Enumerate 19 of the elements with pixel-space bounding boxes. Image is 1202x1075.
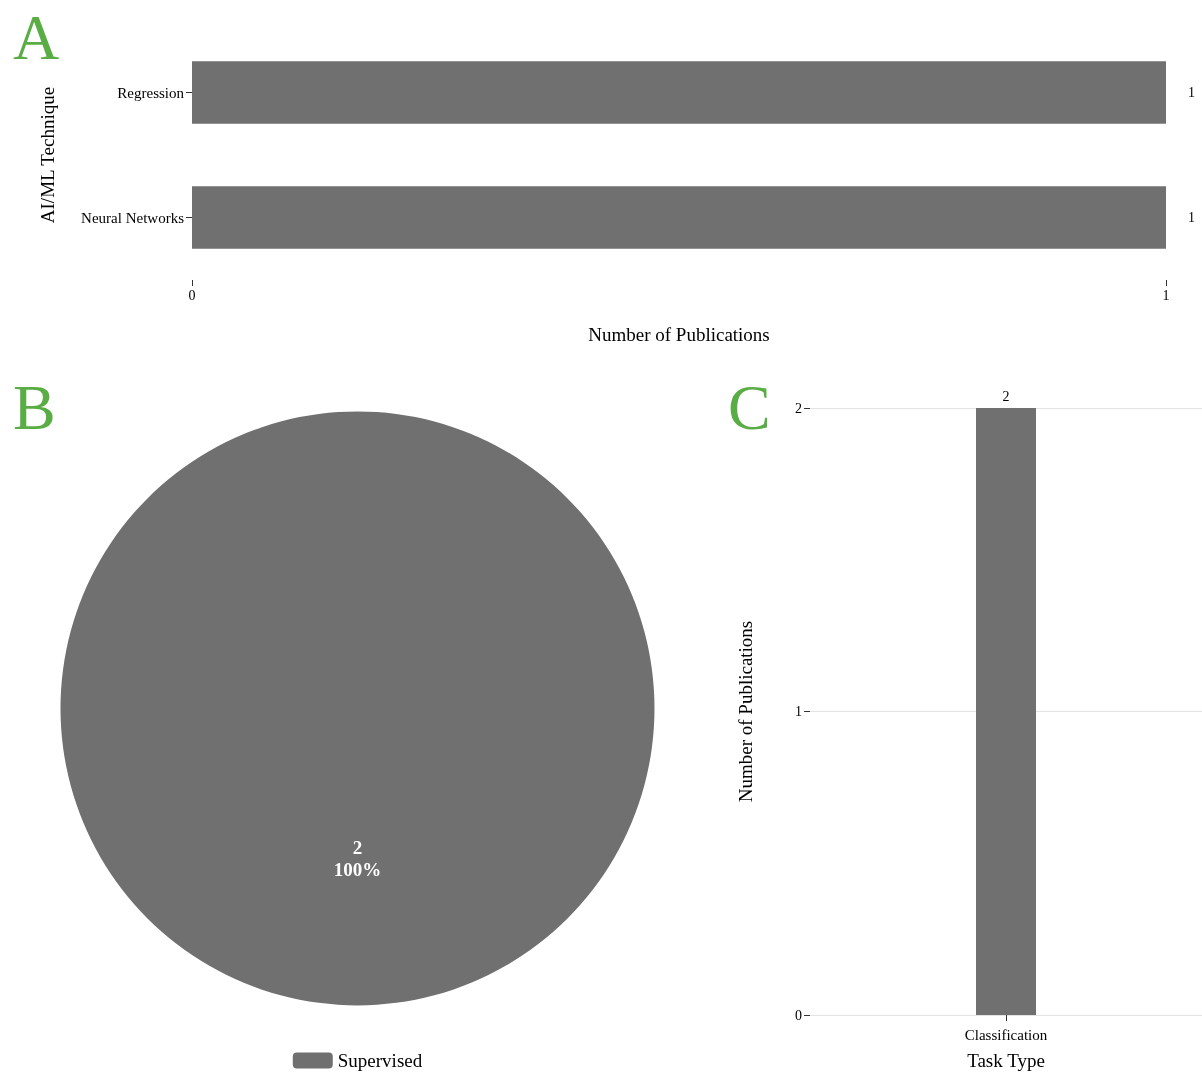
data-label: 1 [1188, 210, 1195, 225]
data-label: 2 [1002, 388, 1010, 404]
x-axis-title: Task Type [967, 1050, 1045, 1071]
x-tick-label: Classification [964, 1026, 1048, 1043]
x-axis-title: Number of Publications [588, 324, 770, 345]
data-label: 2 [352, 837, 363, 859]
y-axis-title: Number of Publications [735, 620, 756, 803]
data-label: 1 [1188, 85, 1195, 100]
legend-label: Supervised [337, 1050, 423, 1071]
y-tick-label: 2 [795, 400, 802, 416]
chart-title: C [728, 371, 771, 443]
y-tick-label: Neural Networks [81, 209, 185, 226]
y-axis-title: AI/ML Technique [37, 86, 58, 224]
text: 100% [333, 858, 382, 880]
y-tick-label: Regression [117, 84, 185, 101]
chart-title: B [13, 371, 56, 443]
y-tick-label: 0 [795, 1007, 802, 1023]
chart-title: A [13, 1, 60, 73]
y-tick-label: 1 [795, 704, 802, 719]
